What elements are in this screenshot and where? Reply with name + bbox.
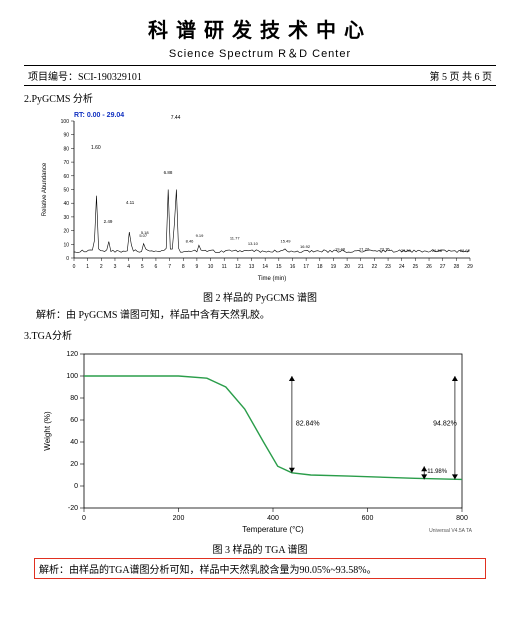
figure2-analysis: 解析：由 PyGCMS 谱图可知，样品中含有天然乳胶。 bbox=[36, 306, 496, 321]
title-english: Science Spectrum R＆D Center bbox=[24, 45, 496, 61]
svg-text:8: 8 bbox=[182, 264, 185, 270]
svg-text:7.44: 7.44 bbox=[171, 115, 181, 121]
tga-chart: 0 200 400 600 800 -20 0 20 40 60 80 100 120 Temperatu… bbox=[36, 344, 484, 539]
svg-text:21.26: 21.26 bbox=[359, 247, 370, 252]
svg-text:600: 600 bbox=[362, 515, 374, 522]
svg-text:30: 30 bbox=[63, 215, 69, 221]
svg-text:60: 60 bbox=[63, 174, 69, 180]
svg-text:23: 23 bbox=[385, 264, 391, 270]
document-page: 科谱研发技术中心 Science Spectrum R＆D Center 项目编… bbox=[0, 0, 520, 587]
svg-text:14: 14 bbox=[262, 264, 268, 270]
svg-text:22.75: 22.75 bbox=[380, 247, 391, 252]
svg-text:1.60: 1.60 bbox=[91, 145, 101, 151]
svg-text:27: 27 bbox=[440, 264, 446, 270]
svg-text:24: 24 bbox=[399, 264, 405, 270]
section3-heading: 3.TGA分析 bbox=[24, 327, 496, 342]
svg-text:Temperature (°C): Temperature (°C) bbox=[242, 525, 304, 534]
svg-text:200: 200 bbox=[173, 515, 185, 522]
svg-text:16: 16 bbox=[290, 264, 296, 270]
svg-text:6.88: 6.88 bbox=[164, 170, 173, 175]
svg-text:7: 7 bbox=[168, 264, 171, 270]
svg-text:0: 0 bbox=[74, 483, 78, 490]
svg-text:6: 6 bbox=[155, 264, 158, 270]
svg-text:40: 40 bbox=[63, 201, 69, 207]
svg-text:120: 120 bbox=[66, 351, 78, 358]
svg-text:Relative Abundance: Relative Abundance bbox=[42, 162, 48, 216]
svg-text:16.92: 16.92 bbox=[300, 244, 311, 249]
svg-text:26: 26 bbox=[426, 264, 432, 270]
svg-text:1: 1 bbox=[86, 264, 89, 270]
pygcms-chart: RT: 0.00 - 29.04 0 10 20 30 40 50 60 70 80 90 100 0 1… bbox=[36, 107, 484, 287]
svg-text:RT: 0.00 - 29.04: RT: 0.00 - 29.04 bbox=[74, 112, 124, 119]
svg-text:20: 20 bbox=[70, 461, 78, 468]
svg-text:100: 100 bbox=[66, 373, 78, 380]
header-rule-bottom bbox=[24, 85, 496, 86]
svg-text:11: 11 bbox=[222, 264, 227, 270]
svg-text:20: 20 bbox=[344, 264, 350, 270]
section2-heading: 2.PyGCMS 分析 bbox=[24, 90, 496, 105]
svg-text:0: 0 bbox=[73, 264, 76, 270]
svg-text:2.49: 2.49 bbox=[104, 219, 113, 224]
figure2-caption: 图 2 样品的 PyGCMS 谱图 bbox=[24, 289, 496, 304]
svg-text:80: 80 bbox=[63, 146, 69, 152]
svg-text:15.49: 15.49 bbox=[281, 238, 292, 243]
svg-text:5.18: 5.18 bbox=[141, 230, 150, 235]
svg-text:50: 50 bbox=[63, 188, 69, 194]
svg-text:20: 20 bbox=[63, 229, 69, 235]
svg-text:8.46: 8.46 bbox=[186, 238, 195, 243]
svg-text:29: 29 bbox=[467, 264, 473, 270]
svg-text:94.82%: 94.82% bbox=[433, 421, 457, 428]
svg-text:800: 800 bbox=[456, 515, 468, 522]
svg-text:15: 15 bbox=[276, 264, 282, 270]
svg-text:18: 18 bbox=[317, 264, 323, 270]
svg-text:17: 17 bbox=[303, 264, 309, 270]
svg-text:60: 60 bbox=[70, 417, 78, 424]
svg-text:10: 10 bbox=[208, 264, 214, 270]
svg-text:70: 70 bbox=[63, 160, 69, 166]
svg-text:80: 80 bbox=[70, 395, 78, 402]
svg-text:40: 40 bbox=[70, 439, 78, 446]
svg-text:9: 9 bbox=[196, 264, 199, 270]
svg-text:82.84%: 82.84% bbox=[296, 421, 320, 428]
svg-text:-20: -20 bbox=[68, 505, 78, 512]
svg-text:28: 28 bbox=[454, 264, 460, 270]
svg-text:Weight (%): Weight (%) bbox=[43, 411, 52, 451]
svg-text:24.30: 24.30 bbox=[401, 248, 412, 253]
figure3-caption: 图 3 样品的 TGA 谱图 bbox=[24, 541, 496, 556]
header-meta: 项目编号：SCI-190329101 第 5 页 共 6 页 bbox=[24, 68, 496, 85]
svg-text:21: 21 bbox=[358, 264, 364, 270]
svg-text:28.62: 28.62 bbox=[460, 248, 471, 253]
svg-text:13: 13 bbox=[249, 264, 255, 270]
svg-text:22: 22 bbox=[372, 264, 378, 270]
svg-text:9.19: 9.19 bbox=[196, 233, 205, 238]
svg-text:Time (min): Time (min) bbox=[258, 276, 286, 282]
project-number: 项目编号：SCI-190329101 bbox=[28, 68, 142, 83]
title-chinese: 科谱研发技术中心 bbox=[24, 14, 496, 43]
svg-text:4.11: 4.11 bbox=[126, 200, 135, 205]
svg-text:5: 5 bbox=[141, 264, 144, 270]
svg-text:90: 90 bbox=[63, 133, 69, 139]
header-rule-top bbox=[24, 65, 496, 66]
svg-text:400: 400 bbox=[267, 515, 279, 522]
svg-text:100: 100 bbox=[61, 119, 70, 125]
svg-text:25: 25 bbox=[413, 264, 419, 270]
figure3-analysis-highlight: 解析：由样品的TGA谱图分析可知，样品中天然乳胶含量为90.05%~93.58%… bbox=[34, 558, 486, 579]
svg-text:4: 4 bbox=[127, 264, 130, 270]
svg-text:11.77: 11.77 bbox=[230, 236, 240, 241]
svg-text:0: 0 bbox=[82, 515, 86, 522]
svg-text:19: 19 bbox=[331, 264, 337, 270]
svg-text:2: 2 bbox=[100, 264, 103, 270]
svg-text:Universal V4.5A TA: Universal V4.5A TA bbox=[429, 528, 473, 534]
svg-text:19.48: 19.48 bbox=[335, 247, 346, 252]
svg-text:26.58: 26.58 bbox=[432, 248, 443, 253]
svg-text:3: 3 bbox=[114, 264, 117, 270]
svg-text:10: 10 bbox=[63, 242, 69, 248]
svg-text:12: 12 bbox=[235, 264, 241, 270]
svg-text:11.98%: 11.98% bbox=[427, 469, 448, 475]
svg-text:13.10: 13.10 bbox=[248, 241, 259, 246]
svg-text:0: 0 bbox=[66, 256, 69, 262]
page-number: 第 5 页 共 6 页 bbox=[430, 68, 493, 83]
